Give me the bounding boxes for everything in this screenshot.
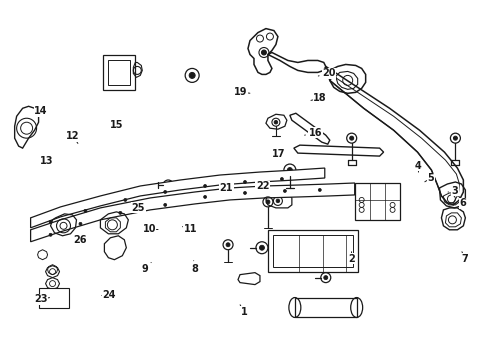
Circle shape — [49, 220, 52, 223]
Circle shape — [283, 189, 286, 193]
Text: 1: 1 — [240, 305, 247, 317]
Circle shape — [350, 136, 354, 140]
Circle shape — [189, 72, 195, 78]
Text: 20: 20 — [318, 68, 336, 78]
Circle shape — [280, 177, 283, 180]
Circle shape — [276, 199, 280, 203]
Text: 8: 8 — [192, 261, 198, 274]
Bar — [108, 60, 130, 85]
Circle shape — [164, 190, 167, 193]
Circle shape — [266, 200, 270, 204]
Text: 17: 17 — [271, 149, 285, 159]
Circle shape — [166, 183, 170, 187]
Circle shape — [204, 195, 207, 198]
Text: 21: 21 — [220, 183, 233, 193]
Polygon shape — [30, 168, 325, 228]
Bar — [268, 230, 358, 272]
Text: 12: 12 — [66, 131, 80, 143]
Text: 19: 19 — [234, 87, 250, 97]
Circle shape — [226, 243, 230, 247]
Circle shape — [324, 276, 328, 280]
Text: 2: 2 — [348, 252, 355, 264]
Text: 15: 15 — [110, 121, 124, 130]
Text: 22: 22 — [256, 181, 270, 192]
Circle shape — [79, 222, 82, 225]
Text: 14: 14 — [34, 106, 48, 116]
Bar — [273, 235, 353, 267]
Bar — [39, 288, 69, 307]
Text: 10: 10 — [143, 225, 158, 234]
Text: 5: 5 — [425, 173, 434, 183]
Bar — [295, 298, 357, 318]
Text: 24: 24 — [102, 291, 116, 301]
Circle shape — [274, 121, 278, 124]
Circle shape — [244, 180, 246, 184]
Circle shape — [164, 203, 167, 206]
Circle shape — [453, 136, 457, 140]
Text: 23: 23 — [34, 294, 49, 304]
Text: 9: 9 — [142, 262, 151, 274]
Polygon shape — [30, 183, 355, 242]
Circle shape — [262, 50, 267, 55]
Text: 4: 4 — [415, 161, 422, 172]
Text: 13: 13 — [40, 156, 53, 166]
Circle shape — [244, 192, 246, 194]
Text: 25: 25 — [132, 203, 145, 213]
Circle shape — [318, 189, 321, 192]
Text: 7: 7 — [462, 252, 468, 264]
Circle shape — [49, 233, 52, 236]
Circle shape — [260, 245, 265, 250]
Circle shape — [119, 211, 122, 214]
Circle shape — [84, 210, 87, 212]
Circle shape — [287, 167, 293, 172]
Text: 18: 18 — [311, 93, 327, 103]
Text: 16: 16 — [305, 128, 322, 138]
Text: 11: 11 — [182, 225, 197, 234]
Text: 6: 6 — [453, 198, 466, 208]
Circle shape — [124, 198, 127, 201]
Bar — [103, 55, 135, 90]
Circle shape — [204, 184, 207, 188]
Text: 3: 3 — [448, 186, 459, 196]
Text: 26: 26 — [73, 235, 87, 245]
